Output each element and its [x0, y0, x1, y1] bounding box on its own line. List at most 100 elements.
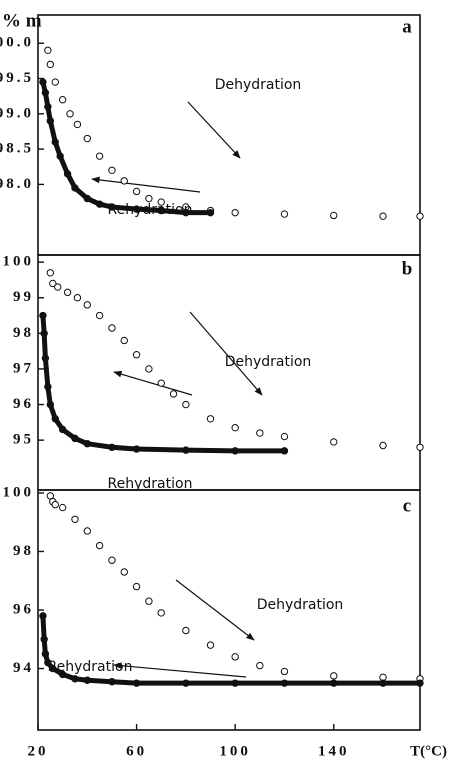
data-point — [58, 503, 67, 512]
y-tick-label: 98.0 — [0, 176, 34, 192]
data-point — [41, 354, 50, 362]
data-point — [108, 203, 116, 211]
data-point — [132, 350, 141, 359]
data-point — [49, 664, 57, 673]
series-annotation: Rehydration — [48, 659, 133, 675]
x-tick-label: 140 — [318, 743, 350, 759]
data-point — [182, 626, 190, 635]
data-point — [145, 194, 153, 203]
data-point — [58, 670, 67, 679]
data-point — [41, 650, 50, 658]
arrow — [113, 370, 193, 396]
panel-frame — [37, 254, 421, 491]
y-tick-label: 98 — [13, 325, 34, 341]
data-point — [46, 269, 55, 277]
data-point — [231, 447, 239, 455]
data-point — [330, 211, 338, 220]
series-annotation: Rehydration — [108, 202, 193, 218]
data-point — [71, 515, 79, 523]
data-point — [58, 96, 67, 104]
data-point — [256, 429, 264, 437]
data-point — [54, 283, 62, 291]
y-tick-label: 98.5 — [0, 141, 34, 157]
data-point — [157, 609, 165, 617]
data-point — [51, 138, 59, 146]
data-point — [63, 170, 72, 178]
arrows — [91, 101, 263, 678]
y-axis-label: % m — [2, 10, 42, 31]
data-point — [182, 208, 190, 217]
data-point — [58, 425, 67, 434]
data-point — [280, 667, 289, 676]
data-point — [44, 658, 52, 667]
arrow — [113, 662, 247, 678]
data-point — [66, 110, 74, 118]
arrow — [91, 176, 201, 193]
x-tick-label: 100 — [219, 743, 251, 759]
data-point — [95, 200, 104, 208]
series-annotation: Dehydration — [225, 354, 312, 370]
data-point — [206, 641, 215, 649]
x-tick-label: 20 — [28, 743, 49, 759]
data-point — [120, 336, 128, 345]
arrow — [187, 101, 241, 159]
x-tick-label: 60 — [126, 743, 147, 759]
panel-label: c — [403, 495, 411, 516]
data-point — [108, 678, 116, 686]
data-point — [39, 78, 47, 86]
y-tick-label: 99 — [13, 289, 34, 305]
series-annotation: Rehydration — [108, 476, 193, 492]
data-point — [71, 434, 79, 443]
y-tick-label: 97 — [13, 360, 34, 376]
panel-frame — [37, 489, 421, 731]
y-tick-label: 98 — [13, 543, 34, 559]
data-point — [231, 679, 239, 687]
panel-label: b — [402, 258, 413, 279]
data-point — [256, 661, 264, 670]
series-line — [40, 315, 285, 454]
data-point — [182, 400, 190, 409]
data-point — [83, 134, 91, 143]
data-point — [206, 208, 215, 217]
data-point — [51, 415, 59, 423]
data-point — [132, 582, 141, 591]
data-point — [157, 198, 165, 206]
data-point — [108, 556, 116, 564]
data-point — [108, 166, 116, 174]
data-point — [157, 206, 165, 215]
data-point — [330, 679, 338, 687]
data-point — [44, 103, 52, 111]
data-point — [182, 446, 190, 454]
data-point — [83, 676, 91, 684]
data-point — [39, 311, 47, 320]
data-point — [73, 294, 82, 302]
data-point — [44, 383, 52, 391]
data-point — [95, 311, 104, 320]
data-point — [108, 443, 116, 451]
data-point — [95, 152, 104, 160]
data-point — [51, 500, 59, 509]
data-point — [416, 212, 424, 220]
data-point — [145, 597, 153, 605]
data-point — [132, 679, 141, 687]
data-point — [231, 653, 239, 661]
data-point — [330, 438, 338, 446]
data-point — [71, 184, 79, 192]
data-point — [83, 440, 91, 448]
data-point — [330, 672, 338, 680]
data-point — [44, 46, 52, 54]
data-point — [63, 288, 72, 297]
series-annotation: Dehydration — [257, 597, 344, 613]
data-point — [231, 423, 239, 432]
y-tick-label: 99.5 — [0, 70, 34, 86]
data-point — [40, 329, 48, 338]
data-point — [83, 527, 91, 535]
data-point — [46, 60, 55, 69]
y-tick-label: 100 — [3, 254, 35, 270]
data-point — [83, 301, 91, 309]
series-line — [40, 81, 211, 216]
data-point — [206, 415, 215, 423]
data-point — [132, 205, 141, 213]
data-point — [416, 679, 424, 687]
data-point — [132, 445, 141, 453]
